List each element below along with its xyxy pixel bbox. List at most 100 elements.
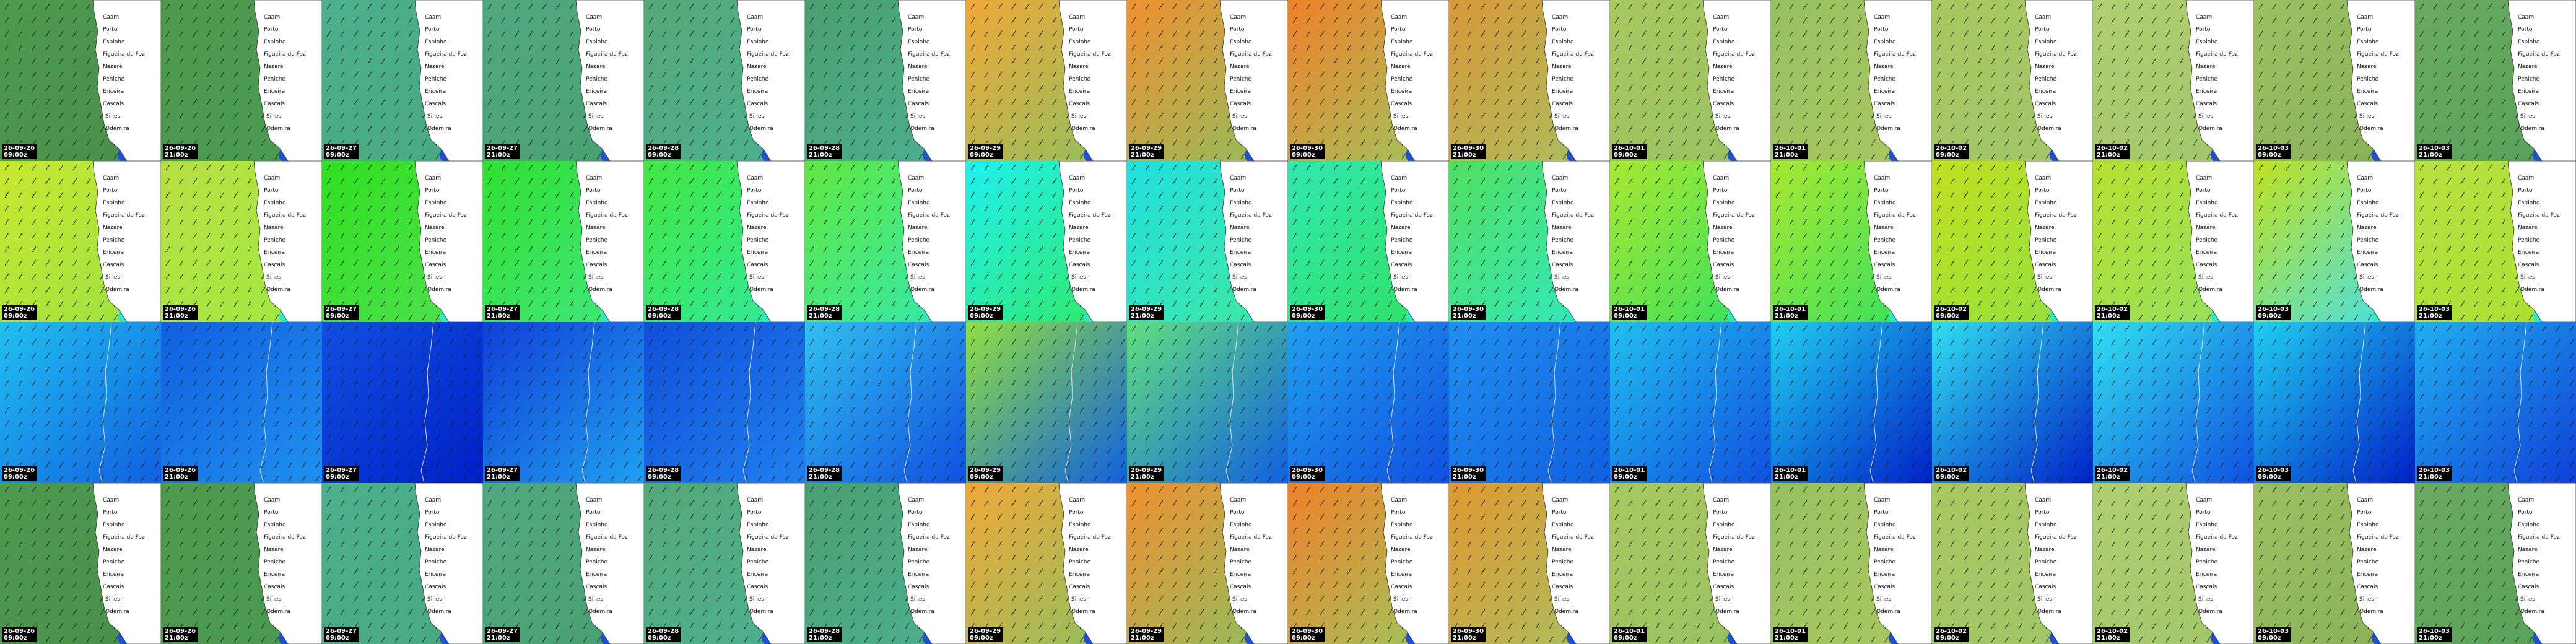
forecast-map[interactable]: Caam Porto Espinho Figueira da Foz Nazaré Pen… <box>322 0 483 161</box>
forecast-map[interactable]: Caam Porto Espinho Figueira da Foz Nazaré Pen… <box>2093 0 2254 161</box>
place-name: Peniche <box>2196 237 2218 243</box>
forecast-map[interactable]: Caam Porto Espinho Figueira da Foz Nazaré Pen… <box>2254 161 2415 322</box>
place-name: Porto <box>908 27 923 33</box>
forecast-map[interactable]: 26-09-30 09:00z <box>1288 322 1449 483</box>
map: Caam Porto Espinho Figueira da Foz Nazaré Pen… <box>1449 0 1610 161</box>
forecast-map[interactable]: Caam Porto Espinho Figueira da Foz Nazaré Pen… <box>1127 483 1288 644</box>
forecast-map[interactable]: Caam Porto Espinho Figueira da Foz Nazaré Pen… <box>161 0 322 161</box>
place-name: Odemira <box>2037 609 2061 615</box>
place-name: Caam <box>1391 497 1407 503</box>
wind-arrows <box>0 322 161 483</box>
forecast-map[interactable]: Caam Porto Espinho Figueira da Foz Nazaré Pen… <box>2093 483 2254 644</box>
forecast-map[interactable]: Caam Porto Espinho Figueira da Foz Nazaré Pen… <box>483 161 644 322</box>
forecast-map[interactable]: Caam Porto Espinho Figueira da Foz Nazaré Pen… <box>483 0 644 161</box>
place-name: Ericeira <box>2196 572 2217 578</box>
forecast-map[interactable]: Caam Porto Espinho Figueira da Foz Nazaré Pen… <box>644 161 805 322</box>
place-name: Ericeira <box>908 572 929 578</box>
forecast-map[interactable]: Caam Porto Espinho Figueira da Foz Nazaré Pen… <box>1288 161 1449 322</box>
place-name: Espinho <box>908 200 930 206</box>
place-name: Espinho <box>2035 522 2057 528</box>
forecast-map[interactable]: Caam Porto Espinho Figueira da Foz Nazaré Pen… <box>483 483 644 644</box>
forecast-map[interactable]: Caam Porto Espinho Figueira da Foz Nazaré Pen… <box>966 161 1127 322</box>
forecast-map[interactable]: Caam Porto Espinho Figueira da Foz Nazaré Pen… <box>1771 483 1932 644</box>
forecast-map[interactable]: Caam Porto Espinho Figueira da Foz Nazaré Pen… <box>0 161 161 322</box>
land <box>92 161 161 322</box>
forecast-map[interactable]: Caam Porto Espinho Figueira da Foz Nazaré Pen… <box>1610 0 1771 161</box>
map: Caam Porto Espinho Figueira da Foz Nazaré Pen… <box>2254 161 2415 322</box>
forecast-map[interactable]: Caam Porto Espinho Figueira da Foz Nazaré Pen… <box>322 161 483 322</box>
forecast-map[interactable]: Caam Porto Espinho Figueira da Foz Nazaré Pen… <box>1932 161 2093 322</box>
place-name: Figueira da Foz <box>425 212 467 219</box>
place-name: Cascais <box>1069 262 1090 268</box>
forecast-map[interactable]: 26-10-02 21:00z <box>2093 322 2254 483</box>
forecast-map[interactable]: Caam Porto Espinho Figueira da Foz Nazaré Pen… <box>1449 483 1610 644</box>
forecast-map[interactable]: 26-09-30 21:00z <box>1449 322 1610 483</box>
forecast-map[interactable]: Caam Porto Espinho Figueira da Foz Nazaré Pen… <box>805 161 966 322</box>
place-name: Cascais <box>1069 584 1090 590</box>
forecast-map[interactable]: Caam Porto Espinho Figueira da Foz Nazaré Pen… <box>0 0 161 161</box>
forecast-map[interactable]: Caam Porto Espinho Figueira da Foz Nazaré Pen… <box>805 483 966 644</box>
forecast-map[interactable]: Caam Porto Espinho Figueira da Foz Nazaré Pen… <box>1127 161 1288 322</box>
forecast-map[interactable]: Caam Porto Espinho Figueira da Foz Nazaré Pen… <box>1127 0 1288 161</box>
forecast-map[interactable]: 26-09-29 09:00z <box>966 322 1127 483</box>
forecast-map[interactable]: Caam Porto Espinho Figueira da Foz Nazaré Pen… <box>1449 161 1610 322</box>
forecast-map[interactable]: 26-09-28 09:00z <box>644 322 805 483</box>
place-name: Odemira <box>1393 126 1417 132</box>
forecast-map[interactable]: 26-09-27 09:00z <box>322 322 483 483</box>
timestamp: 26-10-02 21:00z <box>2095 144 2130 159</box>
place-name: Cascais <box>1874 262 1895 268</box>
timestamp-date: 26-09-28 <box>648 628 679 635</box>
forecast-map[interactable]: 26-10-03 09:00z <box>2254 322 2415 483</box>
forecast-map[interactable]: Caam Porto Espinho Figueira da Foz Nazaré Pen… <box>2254 0 2415 161</box>
forecast-map[interactable]: Caam Porto Espinho Figueira da Foz Nazaré Pen… <box>1449 0 1610 161</box>
forecast-map[interactable]: 26-10-02 09:00z <box>1932 322 2093 483</box>
timestamp: 26-09-26 21:00z <box>163 144 198 159</box>
forecast-map[interactable]: 26-09-28 21:00z <box>805 322 966 483</box>
forecast-map[interactable]: Caam Porto Espinho Figueira da Foz Nazaré Pen… <box>1771 161 1932 322</box>
place-name: Porto <box>1874 510 1889 516</box>
place-name: Ericeira <box>1552 89 1573 95</box>
forecast-map[interactable]: Caam Porto Espinho Figueira da Foz Nazaré Pen… <box>1771 0 1932 161</box>
forecast-map[interactable]: 26-09-27 21:00z <box>483 322 644 483</box>
forecast-map[interactable]: Caam Porto Espinho Figueira da Foz Nazaré Pen… <box>2415 161 2576 322</box>
place-name: Cascais <box>103 262 124 268</box>
forecast-map[interactable]: Caam Porto Espinho Figueira da Foz Nazaré Pen… <box>2415 0 2576 161</box>
forecast-map[interactable]: 26-10-01 09:00z <box>1610 322 1771 483</box>
forecast-map[interactable]: Caam Porto Espinho Figueira da Foz Nazaré Pen… <box>966 0 1127 161</box>
forecast-map[interactable]: 26-09-26 21:00z <box>161 322 322 483</box>
forecast-map[interactable]: Caam Porto Espinho Figueira da Foz Nazaré Pen… <box>966 483 1127 644</box>
place-name: Sines <box>1393 113 1408 120</box>
forecast-map[interactable]: Caam Porto Espinho Figueira da Foz Nazaré Pen… <box>2254 483 2415 644</box>
forecast-map[interactable]: Caam Porto Espinho Figueira da Foz Nazaré Pen… <box>1932 0 2093 161</box>
forecast-map[interactable]: Caam Porto Espinho Figueira da Foz Nazaré Pen… <box>1288 0 1449 161</box>
forecast-map[interactable]: Caam Porto Espinho Figueira da Foz Nazaré Pen… <box>322 483 483 644</box>
place-name: Cascais <box>747 262 768 268</box>
forecast-map[interactable]: Caam Porto Espinho Figueira da Foz Nazaré Pen… <box>1288 483 1449 644</box>
place-name: Nazaré <box>586 546 606 553</box>
timestamp-date: 26-10-03 <box>2419 467 2450 474</box>
place-name: Cascais <box>1391 584 1412 590</box>
forecast-map[interactable]: Caam Porto Espinho Figueira da Foz Nazaré Pen… <box>2093 161 2254 322</box>
forecast-map[interactable]: 26-10-03 21:00z <box>2415 322 2576 483</box>
forecast-map[interactable]: Caam Porto Espinho Figueira da Foz Nazaré Pen… <box>161 483 322 644</box>
forecast-map[interactable]: Caam Porto Espinho Figueira da Foz Nazaré Pen… <box>1932 483 2093 644</box>
forecast-map[interactable]: 26-09-26 09:00z <box>0 322 161 483</box>
forecast-map[interactable]: Caam Porto Espinho Figueira da Foz Nazaré Pen… <box>161 161 322 322</box>
forecast-map[interactable]: Caam Porto Espinho Figueira da Foz Nazaré Pen… <box>1610 483 1771 644</box>
place-name: Sines <box>2198 113 2213 120</box>
forecast-map[interactable]: Caam Porto Espinho Figueira da Foz Nazaré Pen… <box>805 0 966 161</box>
forecast-map[interactable]: Caam Porto Espinho Figueira da Foz Nazaré Pen… <box>1610 161 1771 322</box>
place-name: Nazaré <box>1069 63 1089 70</box>
place-name: Nazaré <box>1552 63 1572 70</box>
forecast-map[interactable]: Caam Porto Espinho Figueira da Foz Nazaré Pen… <box>644 0 805 161</box>
forecast-map[interactable]: Caam Porto Espinho Figueira da Foz Nazaré Pen… <box>2415 483 2576 644</box>
forecast-map[interactable]: 26-09-29 21:00z <box>1127 322 1288 483</box>
place-name: Odemira <box>2359 126 2383 132</box>
place-name: Odemira <box>749 609 773 615</box>
map: Caam Porto Espinho Figueira da Foz Nazaré Pen… <box>1288 483 1449 644</box>
forecast-map[interactable]: Caam Porto Espinho Figueira da Foz Nazaré Pen… <box>0 483 161 644</box>
forecast-map[interactable]: 26-10-01 21:00z <box>1771 322 1932 483</box>
place-name: Espinho <box>2035 39 2057 45</box>
place-name: Sines <box>2520 274 2535 281</box>
forecast-map[interactable]: Caam Porto Espinho Figueira da Foz Nazaré Pen… <box>644 483 805 644</box>
